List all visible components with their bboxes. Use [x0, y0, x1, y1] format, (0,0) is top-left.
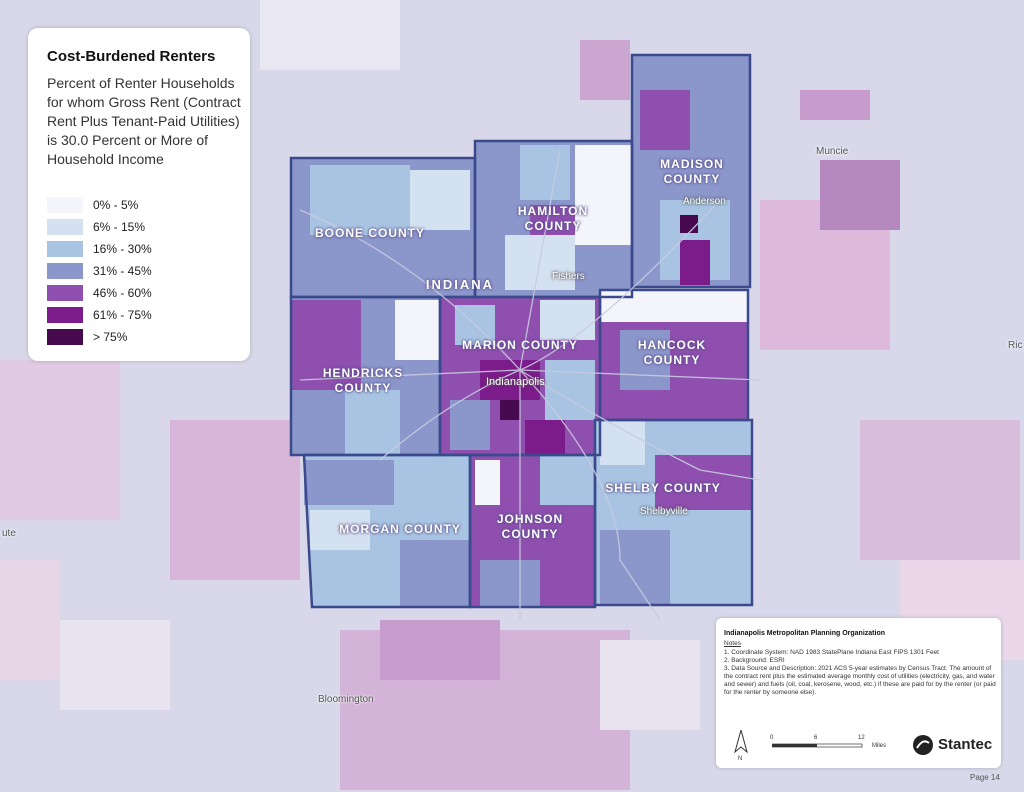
johnson-outline — [468, 453, 597, 609]
legend-label: > 75% — [93, 329, 128, 344]
north-label: N — [738, 756, 743, 762]
legend-label: 0% - 5% — [93, 197, 139, 212]
legend-swatch — [47, 196, 83, 213]
legend-swatch — [47, 262, 83, 279]
notes-panel: Indianapolis Metropolitan Planning Organ… — [716, 618, 1001, 768]
legend-swatch — [47, 218, 83, 235]
scale-tick: 0 — [770, 735, 774, 741]
county-label-johnson: JOHNSON COUNTY — [496, 512, 564, 541]
city-label-bloomington: Bloomington — [318, 694, 374, 705]
county-label-madison: MADISON COUNTY — [660, 157, 724, 186]
city-label-muncie: Muncie — [816, 146, 849, 157]
scale-tick: 12 — [858, 735, 865, 741]
highways — [299, 149, 761, 621]
legend-row: 31% - 45% — [47, 261, 152, 280]
organization-name: Indianapolis Metropolitan Planning Organ… — [724, 630, 886, 637]
madison-outline — [630, 53, 752, 289]
county-label-hancock: HANCOCK COUNTY — [637, 338, 707, 367]
legend-swatch — [47, 306, 83, 323]
scale-bar — [772, 743, 863, 748]
notes-list: 1. Coordinate System: NAD 1983 StatePlan… — [724, 649, 996, 697]
marion-outline — [438, 295, 602, 457]
legend-label: 16% - 30% — [93, 241, 152, 256]
legend-row: 61% - 75% — [47, 305, 152, 324]
hamilton-outline — [473, 139, 634, 299]
legend-label: 61% - 75% — [93, 307, 152, 322]
stantec-logo-icon — [913, 735, 933, 755]
county-fills — [291, 55, 752, 607]
county-label-shelby: SHELBY COUNTY — [605, 481, 721, 495]
shelby-outline — [593, 418, 754, 607]
legend-swatch — [47, 240, 83, 257]
city-label-anderson: Anderson — [683, 196, 726, 207]
north-arrow-icon — [734, 730, 748, 754]
legend-swatch — [47, 328, 83, 345]
city-label-indianapolis: Indianapolis — [486, 376, 545, 388]
county-label-morgan: MORGAN COUNTY — [339, 522, 461, 536]
edge-label-right: Ric — [1008, 340, 1023, 351]
city-label-fishers: Fishers — [552, 271, 585, 282]
note-line: 3. Data Source and Description: 2021 ACS… — [724, 665, 996, 696]
county-boundaries — [289, 53, 754, 609]
note-line: 1. Coordinate System: NAD 1983 StatePlan… — [724, 649, 939, 656]
legend-panel: Cost-Burdened Renters Percent of Renter … — [28, 28, 250, 361]
legend-label: 46% - 60% — [93, 285, 152, 300]
scale-tick: 6 — [814, 735, 818, 741]
state-label: INDIANA — [425, 277, 495, 292]
legend-description: Percent of Renter Households for whom Gr… — [47, 75, 241, 167]
legend-label: 6% - 15% — [93, 219, 146, 234]
page-number: Page 14 — [970, 773, 1000, 782]
legend-row: 46% - 60% — [47, 283, 152, 302]
city-label-shelbyville: Shelbyville — [640, 506, 688, 517]
edge-label-left: ute — [2, 528, 16, 539]
county-label-marion: MARION COUNTY — [462, 338, 578, 352]
legend-row: 6% - 15% — [47, 217, 152, 236]
county-label-hamilton: HAMILTON COUNTY — [517, 204, 589, 233]
brand-name: Stantec — [938, 736, 993, 753]
county-label-boone: BOONE COUNTY — [314, 226, 425, 240]
note-line: 2. Background: ESRI — [724, 657, 785, 664]
legend-classes: 0% - 5% 6% - 15% 16% - 30% 31% - 45% 46% - 6… — [47, 195, 152, 349]
scale-unit: Miles — [872, 743, 887, 749]
notes-heading: Notes — [724, 640, 741, 647]
legend-title: Cost-Burdened Renters — [47, 48, 216, 65]
legend-swatch — [47, 284, 83, 301]
legend-row: 0% - 5% — [47, 195, 152, 214]
legend-row: > 75% — [47, 327, 152, 346]
legend-row: 16% - 30% — [47, 239, 152, 258]
county-label-hendricks: HENDRICKS COUNTY — [322, 366, 404, 395]
legend-label: 31% - 45% — [93, 263, 152, 278]
